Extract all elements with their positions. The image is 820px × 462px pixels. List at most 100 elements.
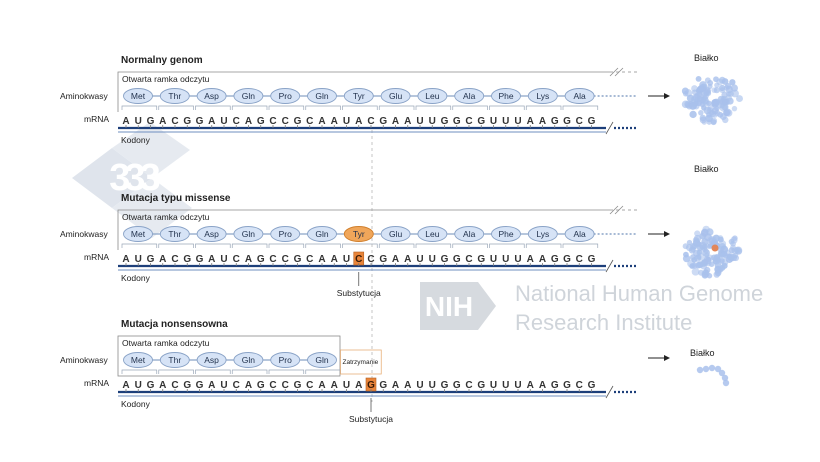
mrna-base: U bbox=[416, 254, 423, 265]
break-mark bbox=[605, 121, 614, 135]
reading-frame-label: Otwarta ramka odczytu bbox=[122, 74, 210, 84]
protein-bead bbox=[694, 230, 701, 237]
protein-bead bbox=[701, 119, 707, 125]
mrna-base: A bbox=[527, 380, 534, 391]
protein-label: Białko bbox=[694, 164, 719, 174]
mrna-label: mRNA bbox=[84, 114, 109, 124]
mrna-base: C bbox=[282, 116, 289, 127]
codon-bracket bbox=[525, 243, 562, 248]
mrna-base: C bbox=[576, 116, 583, 127]
mrna-base: G bbox=[453, 254, 461, 265]
protein-bead bbox=[706, 119, 712, 125]
panel-missense: Mutacja typu missense Otwarta ramka odczy… bbox=[60, 164, 743, 298]
amino-acid-label: Gln bbox=[242, 229, 256, 239]
amino-acid-label: Asp bbox=[204, 91, 219, 101]
protein-bead bbox=[721, 374, 729, 382]
protein-bead bbox=[714, 365, 722, 373]
mrna-base: U bbox=[502, 254, 509, 265]
amino-acid bbox=[307, 226, 337, 242]
mrna-base: A bbox=[159, 116, 166, 127]
protein-bead bbox=[696, 366, 704, 374]
codon-bracket bbox=[489, 243, 525, 248]
mrna-base: A bbox=[159, 380, 166, 391]
nih-badge-text: NIH bbox=[425, 291, 473, 322]
codon-bracket bbox=[415, 105, 452, 110]
mrna-base: G bbox=[563, 380, 571, 391]
mrna-base: G bbox=[183, 116, 191, 127]
amino-acid-label: Phe bbox=[498, 91, 513, 101]
mrna-base: A bbox=[245, 116, 252, 127]
amino-acid-label: Tyr bbox=[353, 91, 365, 101]
amino-acids-label: Aminokwasy bbox=[60, 229, 108, 239]
nih-watermark: NIH National Human Genome Research Insti… bbox=[420, 281, 763, 335]
mrna-base: C bbox=[576, 254, 583, 265]
protein-bead bbox=[695, 254, 702, 260]
mrna-base: A bbox=[122, 116, 129, 127]
amino-acid bbox=[417, 226, 448, 242]
mrna-base: G bbox=[379, 116, 387, 127]
protein-bead bbox=[719, 258, 725, 264]
mrna-base: C bbox=[269, 380, 276, 391]
protein-bead bbox=[713, 76, 719, 83]
amino-acid-label: Gln bbox=[315, 229, 329, 239]
protein-bead bbox=[719, 113, 727, 120]
mrna-base: C bbox=[171, 116, 178, 127]
amino-acid bbox=[343, 88, 374, 104]
protein-bead bbox=[698, 84, 706, 92]
protein-bead bbox=[707, 83, 713, 90]
amino-acid bbox=[307, 352, 337, 368]
codon-bracket bbox=[268, 243, 305, 248]
mrna-base: G bbox=[588, 116, 596, 127]
mrna-base: U bbox=[429, 380, 436, 391]
protein-bead bbox=[729, 254, 738, 262]
codon-bracket bbox=[231, 369, 268, 374]
amino-acid-label: Glu bbox=[389, 229, 403, 239]
protein-bead bbox=[682, 91, 689, 97]
mrna-base: C bbox=[355, 254, 362, 265]
protein-bead bbox=[703, 269, 709, 276]
protein-bead bbox=[736, 95, 743, 103]
mrna-base: A bbox=[392, 116, 399, 127]
amino-acid-label: Leu bbox=[425, 91, 439, 101]
codons-label: Kodony bbox=[121, 273, 151, 283]
amino-acid-label: Met bbox=[131, 91, 146, 101]
codon-bracket bbox=[305, 369, 341, 374]
amino-acid bbox=[123, 226, 153, 242]
amino-acid-label: Tyr bbox=[353, 229, 365, 239]
mrna-base: U bbox=[343, 116, 350, 127]
amino-acid bbox=[123, 88, 153, 104]
mrna-base: U bbox=[429, 116, 436, 127]
amino-acid bbox=[564, 226, 595, 242]
protein-bead bbox=[710, 119, 717, 126]
protein-bead bbox=[683, 251, 689, 258]
protein-bead bbox=[719, 84, 726, 92]
panel-title: Mutacja typu missense bbox=[121, 193, 231, 204]
protein-label: Białko bbox=[690, 348, 715, 358]
mrna-base: G bbox=[441, 116, 449, 127]
nih-badge bbox=[420, 282, 478, 330]
mrna-base: A bbox=[331, 380, 338, 391]
mrna-base: A bbox=[539, 380, 546, 391]
amino-acid bbox=[196, 352, 227, 368]
reading-frame-label: Otwarta ramka odczytu bbox=[122, 338, 210, 348]
mrna-base: G bbox=[196, 380, 204, 391]
protein-bead bbox=[712, 234, 720, 242]
mrna-base: G bbox=[183, 254, 191, 265]
reading-frame-box bbox=[117, 209, 610, 250]
mrna-base: C bbox=[306, 380, 313, 391]
amino-acid-label: Gln bbox=[242, 91, 256, 101]
amino-acid-label: Phe bbox=[498, 229, 513, 239]
protein-bead bbox=[696, 244, 704, 252]
protein-bead bbox=[708, 364, 716, 372]
panel-normal: Normalny genom Otwarta ramka odczytu Amino… bbox=[60, 53, 743, 145]
stop-codon-box bbox=[340, 349, 382, 375]
reading-frame-box bbox=[117, 335, 341, 377]
mrna-base: C bbox=[269, 254, 276, 265]
amino-acids-label: Aminokwasy bbox=[60, 355, 108, 365]
mrna-base: G bbox=[147, 254, 155, 265]
amino-acid-label: Leu bbox=[425, 229, 439, 239]
protein-bead bbox=[714, 105, 720, 112]
mrna-base: U bbox=[220, 116, 227, 127]
mrna-base: A bbox=[208, 254, 215, 265]
